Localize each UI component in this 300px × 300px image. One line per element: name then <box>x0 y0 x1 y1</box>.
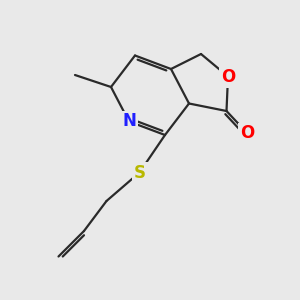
Text: O: O <box>221 68 235 85</box>
Text: N: N <box>122 112 136 130</box>
Text: S: S <box>134 164 146 181</box>
Text: O: O <box>240 124 255 142</box>
